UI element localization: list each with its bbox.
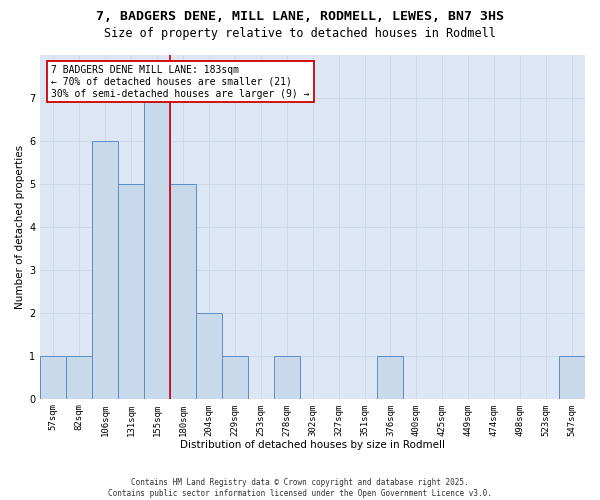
Bar [274, 356, 299, 399]
Bar [66, 356, 92, 399]
Text: Size of property relative to detached houses in Rodmell: Size of property relative to detached ho… [104, 28, 496, 40]
Bar [40, 356, 66, 399]
Bar [170, 184, 196, 398]
Y-axis label: Number of detached properties: Number of detached properties [15, 145, 25, 309]
Bar [559, 356, 585, 399]
Bar [144, 98, 170, 398]
Bar [92, 141, 118, 399]
Bar [377, 356, 403, 399]
Bar [118, 184, 144, 398]
Text: 7 BADGERS DENE MILL LANE: 183sqm
← 70% of detached houses are smaller (21)
30% o: 7 BADGERS DENE MILL LANE: 183sqm ← 70% o… [51, 66, 310, 98]
Text: Contains HM Land Registry data © Crown copyright and database right 2025.
Contai: Contains HM Land Registry data © Crown c… [108, 478, 492, 498]
Text: 7, BADGERS DENE, MILL LANE, RODMELL, LEWES, BN7 3HS: 7, BADGERS DENE, MILL LANE, RODMELL, LEW… [96, 10, 504, 23]
Bar [222, 356, 248, 399]
X-axis label: Distribution of detached houses by size in Rodmell: Distribution of detached houses by size … [180, 440, 445, 450]
Bar [196, 313, 222, 398]
